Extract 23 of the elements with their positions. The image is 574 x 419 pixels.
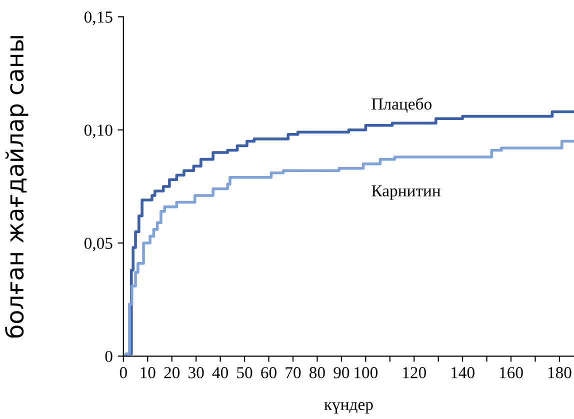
x-tick-label: 160 xyxy=(500,367,523,378)
x-tick-label: 180 xyxy=(548,367,572,378)
x-tick-label: 100 xyxy=(354,367,378,378)
y-tick-label: 0,05 xyxy=(84,238,112,252)
x-axis-title: күндер xyxy=(324,402,373,414)
x-tick-label: 10 xyxy=(140,367,156,378)
x-tick-label: 80 xyxy=(310,367,325,378)
x-tick-label: 120 xyxy=(403,367,426,378)
x-tick-label: 70 xyxy=(286,367,301,378)
x-tick-label: 0 xyxy=(120,367,127,378)
x-tick-label: 30 xyxy=(188,367,204,378)
y-axis-title: болған жағдайлар саны xyxy=(5,36,28,338)
y-tick-label: 0 xyxy=(105,350,112,362)
series-label: Карнитин xyxy=(372,185,440,200)
x-tick-label: 60 xyxy=(261,367,276,378)
series-label: Плацебо xyxy=(372,98,432,113)
x-tick-label: 140 xyxy=(452,367,474,378)
x-tick-label: 40 xyxy=(212,367,228,378)
x-tick-label: 90 xyxy=(334,367,350,378)
x-tick-label: 50 xyxy=(237,367,252,378)
x-tick-label: 20 xyxy=(164,367,180,378)
y-tick-label: 0,10 xyxy=(84,124,112,138)
y-tick-label: 0,15 xyxy=(84,11,112,26)
